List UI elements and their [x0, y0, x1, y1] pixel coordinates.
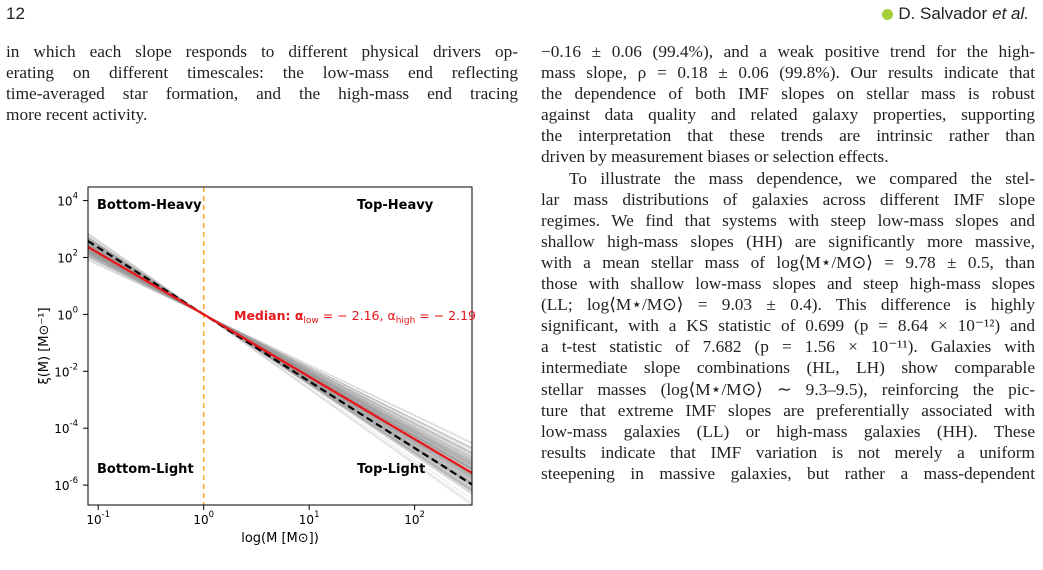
- y-tick-label: 10-4: [54, 419, 78, 436]
- sample-line: [88, 238, 472, 449]
- author-name: D. Salvador: [898, 4, 988, 23]
- text-line: in which each slope responds to differen…: [6, 42, 518, 61]
- text-line: mass slope, ρ = 0.18 ± 0.06 (99.8%). Our…: [541, 63, 1035, 83]
- sample-line: [88, 251, 472, 493]
- y-tick-exponent: -4: [70, 419, 78, 429]
- quadrant-top-light: Top-Light: [357, 462, 425, 477]
- x-tick-exponent: 2: [420, 510, 425, 520]
- running-header: D. Salvador et al.: [882, 4, 1029, 24]
- x-axis: 10-1 100 101 102: [86, 505, 425, 527]
- left-paragraph: in which each slope responds to differen…: [6, 41, 518, 125]
- text-line: against data quality and related galaxy …: [541, 105, 1035, 125]
- sample-line: [88, 238, 472, 444]
- quadrant-top-heavy: Top-Heavy: [357, 198, 434, 213]
- text-line: steepening in massive galaxies, but rath…: [541, 463, 1035, 483]
- text-line: lar mass distributions of galaxies acros…: [541, 189, 1035, 209]
- median-high-sub: high: [396, 316, 416, 326]
- text-line: a t-test statistic of 7.682 (p = 1.56 × …: [541, 337, 1035, 357]
- text-line: more recent activity.: [6, 105, 148, 125]
- orcid-icon[interactable]: [882, 8, 894, 20]
- text-line: −0.16 ± 0.06 (99.4%), and a weak positiv…: [541, 42, 1035, 61]
- x-tick-exponent: -1: [102, 510, 110, 520]
- median-line: [88, 245, 472, 474]
- x-tick-base: 10: [86, 513, 101, 527]
- text-line: stellar masses (log⟨M⋆/M⊙⟩ ∼ 9.3–9.5), r…: [541, 379, 1035, 399]
- imf-chart: Bottom-Heavy Top-Heavy Bottom-Light Top-…: [37, 186, 476, 546]
- y-tick-base: 10: [57, 251, 72, 265]
- author-suffix: et al.: [992, 4, 1029, 23]
- y-tick-label: 102: [57, 248, 78, 265]
- text-line: erating on different timescales: the low…: [6, 63, 518, 83]
- text-line: significant, with a KS statistic of 0.69…: [541, 316, 1035, 336]
- text-line: the dependence of both IMF slopes on ste…: [541, 84, 1035, 104]
- y-tick-base: 10: [54, 365, 69, 379]
- median-low-val: = − 2.16, α: [319, 308, 396, 323]
- quadrant-bottom-heavy: Bottom-Heavy: [97, 198, 202, 213]
- quadrant-bottom-light: Bottom-Light: [97, 462, 194, 477]
- x-tick-base: 10: [299, 513, 314, 527]
- y-tick-base: 10: [57, 308, 72, 322]
- y-tick-exponent: 0: [73, 305, 78, 315]
- page-number: 12: [6, 4, 25, 23]
- text-line: shallow high-mass slopes (HH) are signif…: [541, 231, 1035, 251]
- y-tick-exponent: -2: [70, 362, 78, 372]
- y-tick-label: 100: [57, 305, 78, 322]
- text-line: ture that extreme IMF slopes are prefere…: [541, 400, 1035, 420]
- text-line: driven by measurement biases or selectio…: [541, 147, 889, 167]
- x-tick-exponent: 0: [209, 510, 214, 520]
- y-tick-label: 104: [57, 192, 78, 209]
- x-tick-base: 10: [193, 513, 208, 527]
- text-line: (LL; log⟨M⋆/M⊙⟩ = 9.03 ± 0.4). This diff…: [541, 295, 1035, 315]
- y-tick-base: 10: [54, 422, 69, 436]
- y-tick-exponent: -6: [70, 476, 78, 486]
- text-line: time-averaged star formation, and the hi…: [6, 84, 518, 104]
- y-tick-label: 10-6: [54, 476, 78, 493]
- y-tick-exponent: 4: [73, 192, 78, 202]
- x-tick-exponent: 1: [314, 510, 319, 520]
- sample-line: [88, 236, 472, 450]
- text-line: regimes. We find that systems with steep…: [541, 210, 1035, 230]
- y-tick-label: 10-2: [54, 362, 78, 379]
- plot-frame: [87, 186, 473, 506]
- median-label: Median: α: [234, 308, 304, 323]
- x-tick-label: 100: [193, 510, 214, 527]
- reference-line: [88, 240, 472, 486]
- text-line: those with shallow low-mass slopes and s…: [541, 274, 1035, 294]
- text-line: with a mean stellar mass of log⟨M⋆/M⊙⟩ =…: [541, 252, 1035, 272]
- y-tick-base: 10: [57, 195, 72, 209]
- y-tick-base: 10: [54, 479, 69, 493]
- median-annotation: Median: αlow = − 2.16, αhigh = − 2.19: [234, 308, 476, 326]
- text-line: results indicate that IMF variation is n…: [541, 442, 1035, 462]
- text-line: intermediate slope combinations (HL, LH)…: [541, 358, 1035, 378]
- median-low-sub: low: [303, 316, 318, 326]
- y-tick-exponent: 2: [73, 248, 78, 258]
- median-high-val: = − 2.19: [415, 308, 476, 323]
- text-line: the interpretation that these trends are…: [541, 126, 1035, 146]
- x-tick-label: 101: [299, 510, 320, 527]
- text-line: low-mass galaxies (LL) or high-mass gala…: [541, 421, 1035, 441]
- x-tick-label: 10-1: [86, 510, 110, 527]
- y-axis-label: ξ(M) [M⊙⁻¹]: [37, 307, 52, 384]
- right-paragraph: −0.16 ± 0.06 (99.4%), and a weak positiv…: [541, 41, 1035, 484]
- x-axis-label: log(M [M⊙]): [241, 531, 319, 546]
- x-tick-label: 102: [404, 510, 425, 527]
- x-tick-base: 10: [404, 513, 419, 527]
- imf-figure: Bottom-Heavy Top-Heavy Bottom-Light Top-…: [0, 175, 520, 555]
- text-line: To illustrate the mass dependence, we co…: [569, 168, 1035, 188]
